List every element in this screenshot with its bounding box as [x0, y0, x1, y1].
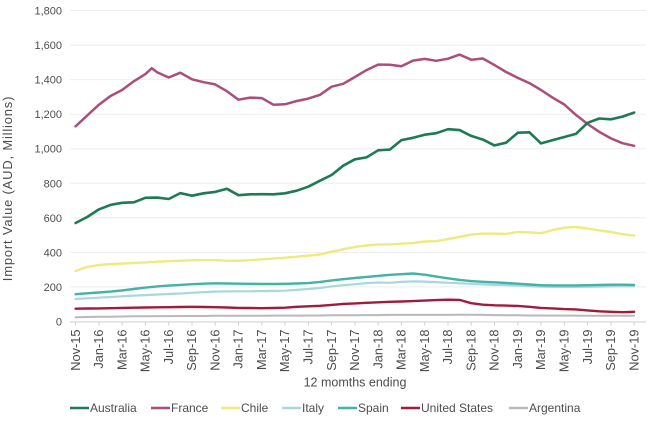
svg-text:1,800: 1,800	[34, 6, 62, 18]
svg-text:France: France	[171, 401, 209, 415]
svg-text:Jul-16: Jul-16	[161, 330, 176, 365]
svg-text:1,000: 1,000	[34, 144, 62, 156]
svg-text:200: 200	[44, 282, 62, 294]
svg-text:Mar-17: Mar-17	[254, 330, 269, 371]
svg-text:Jan-17: Jan-17	[231, 330, 246, 369]
svg-text:Mar-18: Mar-18	[394, 330, 409, 371]
svg-text:Jan-16: Jan-16	[91, 330, 106, 369]
svg-text:Sep-17: Sep-17	[324, 330, 339, 371]
svg-text:600: 600	[44, 213, 62, 225]
svg-text:Mar-19: Mar-19	[533, 330, 548, 371]
svg-text:Jul-18: Jul-18	[440, 330, 455, 365]
svg-text:0: 0	[56, 317, 62, 329]
svg-text:Mar-16: Mar-16	[114, 330, 129, 371]
svg-text:Jul-19: Jul-19	[580, 330, 595, 365]
svg-text:1,200: 1,200	[34, 109, 62, 121]
svg-text:12 momths ending: 12 momths ending	[304, 376, 407, 390]
svg-text:Nov-17: Nov-17	[347, 330, 362, 371]
svg-text:Nov-15: Nov-15	[68, 330, 83, 371]
svg-text:1,600: 1,600	[34, 40, 62, 52]
svg-text:800: 800	[44, 178, 62, 190]
svg-text:Italy: Italy	[302, 401, 324, 415]
svg-text:May-16: May-16	[138, 330, 153, 373]
svg-text:Nov-16: Nov-16	[207, 330, 222, 371]
svg-text:May-17: May-17	[277, 330, 292, 373]
svg-text:Jan-18: Jan-18	[370, 330, 385, 369]
svg-text:Jul-17: Jul-17	[301, 330, 316, 365]
svg-text:Chile: Chile	[241, 401, 269, 415]
svg-text:May-19: May-19	[557, 330, 572, 373]
svg-text:Sep-19: Sep-19	[603, 330, 618, 371]
svg-text:United States: United States	[421, 401, 493, 415]
svg-text:Sep-18: Sep-18	[463, 330, 478, 371]
svg-text:Import Value (AUD, Millions): Import Value (AUD, Millions)	[0, 96, 15, 281]
svg-text:Nov-19: Nov-19	[626, 330, 641, 371]
svg-text:Australia: Australia	[90, 401, 137, 415]
svg-text:Jan-19: Jan-19	[510, 330, 525, 369]
svg-text:1,400: 1,400	[34, 75, 62, 87]
svg-text:Nov-18: Nov-18	[487, 330, 502, 371]
svg-text:Argentina: Argentina	[529, 401, 581, 415]
svg-text:Sep-16: Sep-16	[184, 330, 199, 371]
svg-text:May-18: May-18	[417, 330, 432, 373]
svg-text:400: 400	[44, 247, 62, 259]
svg-text:Spain: Spain	[358, 401, 389, 415]
